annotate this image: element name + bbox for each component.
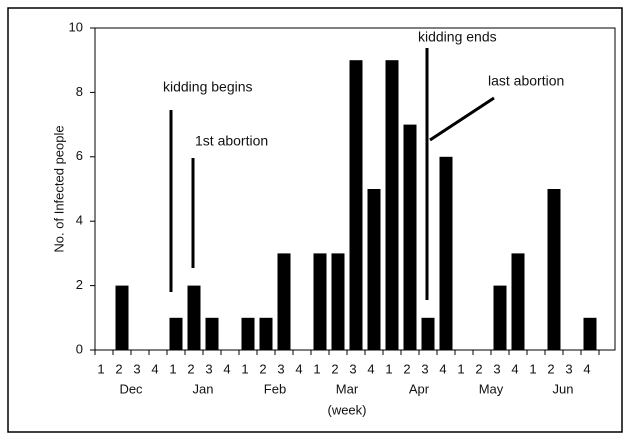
- annotation: kidding begins: [163, 79, 253, 95]
- x-tick-label: 4: [295, 361, 302, 376]
- annotation: kidding ends: [418, 29, 497, 45]
- x-tick-label: 3: [205, 361, 212, 376]
- month-label: May: [479, 381, 504, 396]
- bar: [259, 317, 273, 350]
- x-tick-label: 3: [277, 361, 284, 376]
- x-tick-label: 3: [133, 361, 140, 376]
- bar: [583, 317, 597, 350]
- x-tick-label: 2: [115, 361, 122, 376]
- annotation: 1st abortion: [195, 133, 268, 149]
- y-tick-label: 10: [69, 19, 83, 34]
- bar: [421, 317, 435, 350]
- bar: [547, 189, 561, 350]
- x-tick-label: 1: [97, 361, 104, 376]
- bar: [349, 60, 363, 350]
- x-tick-label: 3: [349, 361, 356, 376]
- month-label: Mar: [336, 381, 359, 396]
- x-tick-label: 4: [367, 361, 374, 376]
- month-label: Dec: [119, 381, 143, 396]
- x-axis-label: (week): [327, 402, 366, 417]
- y-tick-label: 8: [76, 84, 83, 99]
- frame: [7, 7, 623, 433]
- y-tick-label: 6: [76, 148, 83, 163]
- bar: [403, 124, 417, 350]
- month-label: Jan: [193, 381, 214, 396]
- bar: [241, 317, 255, 350]
- x-tick-label: 4: [511, 361, 518, 376]
- x-tick-label: 2: [187, 361, 194, 376]
- x-tick-label: 1: [457, 361, 464, 376]
- month-label: Apr: [409, 381, 430, 396]
- bar: [367, 189, 381, 350]
- x-tick-label: 1: [241, 361, 248, 376]
- bar: [331, 253, 345, 350]
- x-tick-label: 4: [439, 361, 446, 376]
- x-tick-label: 3: [421, 361, 428, 376]
- month-label: Jun: [553, 381, 574, 396]
- y-axis-label: No. of Infected people: [51, 125, 66, 252]
- x-tick-label: 1: [313, 361, 320, 376]
- bar: [385, 60, 399, 350]
- x-tick-label: 2: [547, 361, 554, 376]
- y-tick-label: 0: [76, 341, 83, 356]
- bar: [313, 253, 327, 350]
- y-tick-label: 2: [76, 277, 83, 292]
- month-label: Feb: [264, 381, 286, 396]
- bar: [115, 285, 129, 350]
- x-tick-label: 2: [331, 361, 338, 376]
- x-tick-label: 2: [403, 361, 410, 376]
- bar: [439, 156, 453, 350]
- x-tick-label: 4: [151, 361, 158, 376]
- x-tick-label: 1: [529, 361, 536, 376]
- x-tick-label: 4: [223, 361, 230, 376]
- x-tick-label: 3: [493, 361, 500, 376]
- y-tick-label: 4: [76, 213, 83, 228]
- x-tick-label: 3: [565, 361, 572, 376]
- bar: [277, 253, 291, 350]
- bar: [493, 285, 507, 350]
- x-tick-label: 2: [475, 361, 482, 376]
- annotation: last abortion: [488, 73, 564, 89]
- x-tick-label: 1: [169, 361, 176, 376]
- bar: [511, 253, 525, 350]
- x-tick-label: 2: [259, 361, 266, 376]
- bar: [187, 285, 201, 350]
- bar: [205, 317, 219, 350]
- x-tick-label: 1: [385, 361, 392, 376]
- bar: [169, 317, 183, 350]
- annotation-line: [429, 96, 495, 142]
- x-tick-label: 4: [583, 361, 590, 376]
